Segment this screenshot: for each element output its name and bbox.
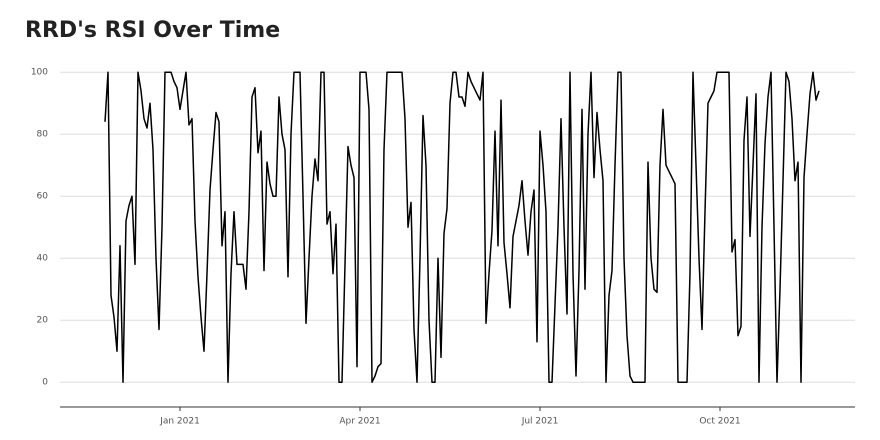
x-tick-label: Oct 2021 [699, 417, 740, 427]
y-tick-label: 40 [37, 254, 49, 264]
rsi-line [104, 71, 820, 383]
y-tick-label: 80 [37, 130, 49, 140]
y-tick-label: 20 [37, 316, 49, 326]
x-tick-label: Apr 2021 [339, 417, 380, 427]
y-tick-label: 60 [37, 192, 49, 202]
x-tick-label: Jul 2021 [521, 417, 559, 427]
chart-title: RRD's RSI Over Time [25, 18, 280, 43]
x-tick-label: Jan 2021 [159, 417, 200, 427]
y-tick-label: 0 [42, 378, 48, 388]
y-tick-label: 100 [31, 68, 48, 78]
